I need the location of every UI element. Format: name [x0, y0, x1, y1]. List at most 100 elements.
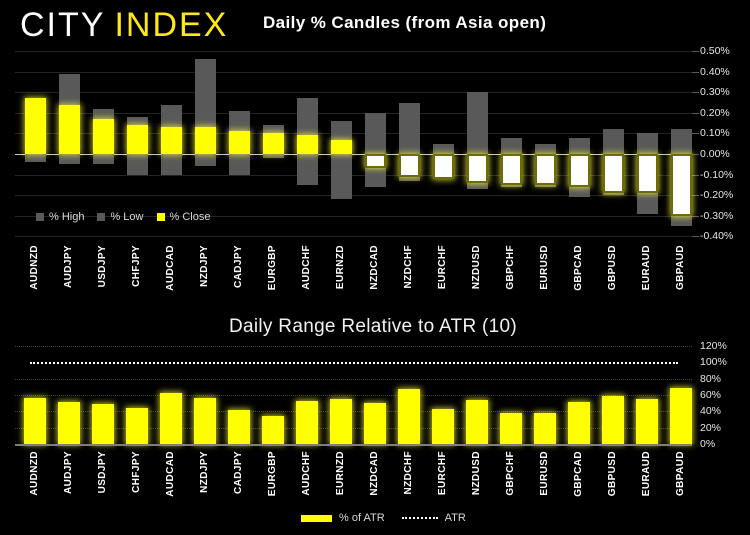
- close-bar-audnzd: [24, 98, 46, 154]
- close-bar-nzdcad: [364, 154, 386, 169]
- category-label-usdjpy: USDJPY: [97, 245, 108, 288]
- y-tick-label: 100%: [700, 356, 727, 369]
- atr-bar-nzdusd: [466, 399, 488, 444]
- atr-bar-usdjpy: [92, 403, 114, 444]
- atr-bar-nzdjpy: [194, 398, 216, 444]
- category-label-cadjpy: CADJPY: [233, 451, 244, 494]
- category-label-eurnzd: EURNZD: [335, 451, 346, 496]
- logo-text-index: INDEX: [114, 6, 229, 44]
- gridline: [15, 427, 692, 429]
- close-bar-nzdusd: [466, 154, 488, 183]
- category-label-chfjpy: CHFJPY: [131, 245, 142, 287]
- gridline: [15, 346, 692, 348]
- close-bar-euraud: [636, 154, 658, 194]
- close-bar-gbpaud: [670, 154, 692, 216]
- axis-tick: [692, 112, 699, 114]
- category-label-gbpcad: GBPCAD: [573, 451, 584, 497]
- candle-chart-title: Daily % Candles (from Asia open): [263, 13, 547, 32]
- y-tick-label: 40%: [700, 405, 722, 418]
- axis-tick: [692, 133, 699, 135]
- category-label-gbpaud: GBPAUD: [675, 451, 686, 496]
- candle-chart-legend: % High % Low % Close: [36, 211, 210, 223]
- gridline: [15, 411, 692, 413]
- category-label-gbpchf: GBPCHF: [505, 451, 516, 496]
- close-bar-nzdchf: [398, 154, 420, 177]
- close-bar-eurnzd: [330, 139, 352, 154]
- atr-chart-title: Daily Range Relative to ATR (10): [229, 316, 518, 337]
- atr-bar-audnzd: [24, 398, 46, 444]
- y-tick-label: 80%: [700, 372, 722, 385]
- category-label-eurgbp: EURGBP: [267, 245, 278, 291]
- atr-bar-nzdcad: [364, 403, 386, 444]
- category-label-eurusd: EURUSD: [539, 451, 550, 496]
- close-swatch-icon: [156, 213, 165, 221]
- atr-bar-gbpusd: [602, 395, 624, 444]
- y-tick-label: -0.30%: [700, 209, 734, 222]
- y-tick-label: 20%: [700, 421, 722, 434]
- axis-tick: [692, 92, 699, 94]
- category-label-audjpy: AUDJPY: [63, 245, 74, 288]
- legend-item-low: % Low: [97, 211, 144, 223]
- category-label-audcad: AUDCAD: [165, 451, 176, 497]
- pct-of-atr-swatch-icon: [301, 514, 332, 522]
- category-label-nzdusd: NZDUSD: [471, 245, 482, 290]
- y-tick-label: 60%: [700, 389, 722, 401]
- category-label-gbpusd: GBPUSD: [607, 451, 618, 497]
- close-bar-usdjpy: [92, 118, 114, 154]
- gridline: [15, 215, 692, 217]
- atr-bar-eurnzd: [330, 399, 352, 444]
- x-axis-line: [15, 444, 692, 446]
- gridline: [15, 195, 692, 197]
- legend-item-high: % High: [36, 211, 84, 223]
- category-label-gbpusd: GBPUSD: [607, 245, 618, 291]
- legend-label-atr: ATR: [444, 512, 466, 524]
- axis-tick: [692, 174, 699, 176]
- close-bar-nzdjpy: [194, 127, 216, 154]
- atr-bar-audchf: [296, 400, 318, 444]
- close-bar-gbpchf: [500, 154, 522, 185]
- gridline: [15, 154, 692, 155]
- axis-tick: [692, 154, 699, 155]
- atr-bar-euraud: [636, 399, 658, 444]
- category-label-audcad: AUDCAD: [165, 245, 176, 291]
- atr-bar-gbpchf: [500, 412, 522, 444]
- category-label-nzdchf: NZDCHF: [403, 451, 414, 495]
- atr-dotted-line-icon: [401, 517, 438, 519]
- category-label-gbpcad: GBPCAD: [573, 245, 584, 291]
- axis-tick: [692, 236, 699, 238]
- atr-bar-chfjpy: [126, 408, 148, 444]
- gridline: [15, 92, 692, 94]
- y-tick-label: 0.00%: [700, 148, 730, 160]
- category-label-gbpaud: GBPAUD: [675, 245, 686, 290]
- high-swatch-icon: [36, 213, 44, 221]
- close-bar-eurusd: [534, 154, 556, 185]
- close-bar-gbpusd: [602, 154, 624, 194]
- axis-tick: [692, 71, 699, 73]
- category-label-eurgbp: EURGBP: [267, 451, 278, 497]
- logo-text-city: CITY: [20, 6, 106, 44]
- gridline: [15, 174, 692, 176]
- close-bar-eurchf: [432, 154, 454, 179]
- y-tick-label: 0.50%: [700, 45, 730, 57]
- category-label-euraud: EURAUD: [641, 451, 652, 497]
- category-label-chfjpy: CHFJPY: [131, 451, 142, 493]
- y-tick-label: 0%: [700, 438, 716, 450]
- y-tick-label: 0.30%: [700, 86, 730, 99]
- legend-label-high: % High: [49, 211, 85, 223]
- atr-bar-audcad: [160, 393, 182, 444]
- category-label-audchf: AUDCHF: [301, 245, 312, 290]
- close-bar-chfjpy: [126, 125, 148, 154]
- close-bar-eurgbp: [262, 133, 284, 154]
- category-label-audjpy: AUDJPY: [63, 451, 74, 494]
- category-label-eurchf: EURCHF: [437, 245, 448, 290]
- low-swatch-icon: [97, 213, 106, 221]
- category-label-audnzd: AUDNZD: [29, 451, 40, 496]
- y-tick-label: -0.20%: [700, 189, 734, 202]
- category-label-usdjpy: USDJPY: [97, 451, 108, 494]
- legend-label-low: % Low: [110, 211, 144, 223]
- category-label-gbpchf: GBPCHF: [505, 245, 516, 290]
- legend-label-pct-of-atr: % of ATR: [339, 512, 385, 524]
- candle-chart-plot: [15, 45, 699, 241]
- category-label-eurusd: EURUSD: [539, 245, 550, 290]
